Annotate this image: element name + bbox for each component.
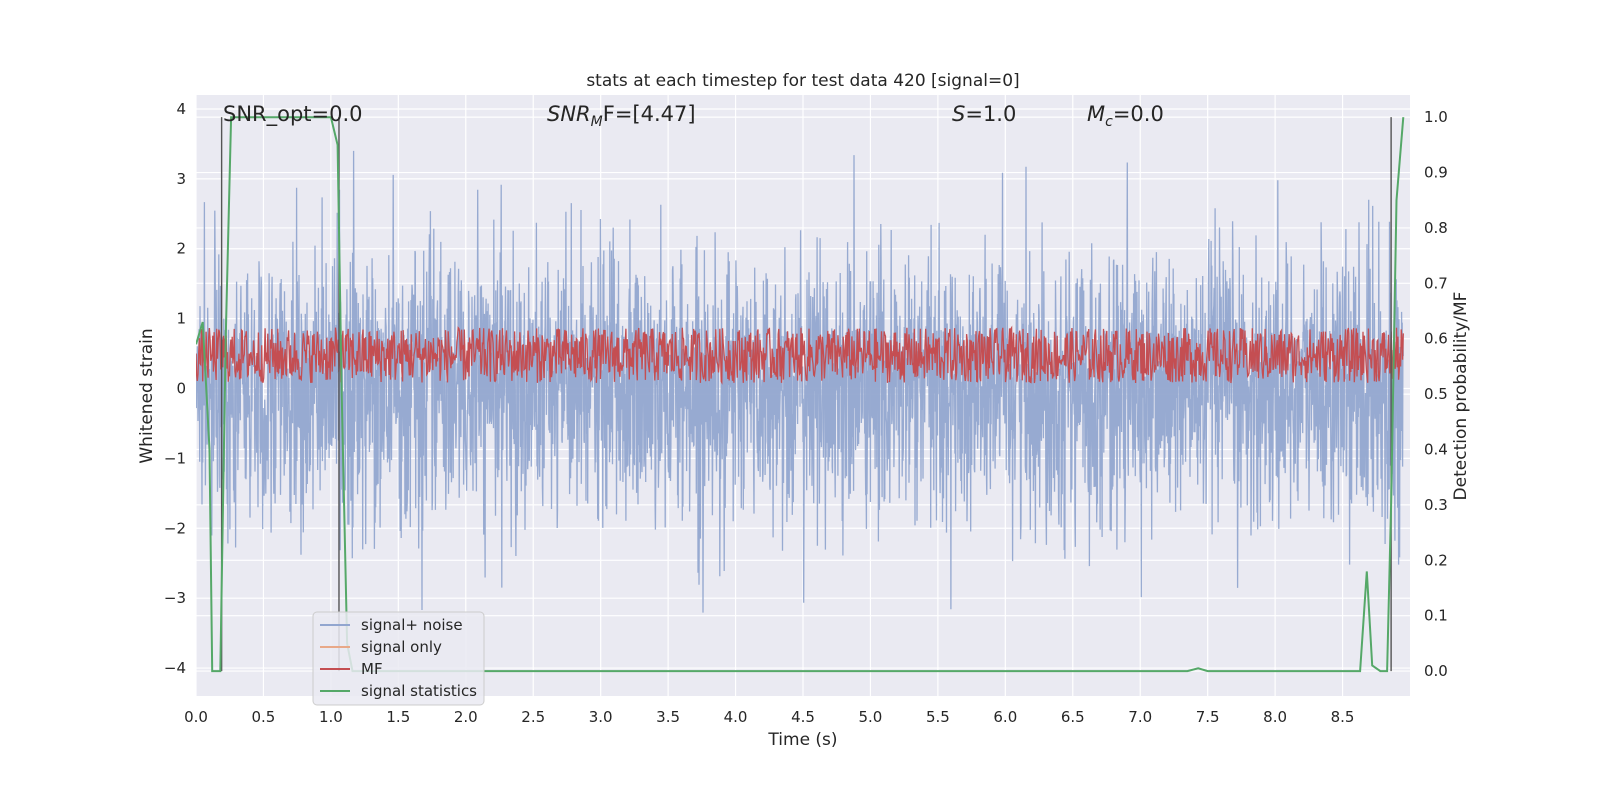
series-mf (196, 325, 1404, 385)
x-tick-label: 6.0 (993, 708, 1017, 726)
legend-box (312, 611, 485, 706)
y2-tick-label: 1.0 (1424, 108, 1448, 126)
chart-title: stats at each timestep for test data 420… (586, 71, 1019, 91)
y2-tick-label: 0.0 (1424, 662, 1448, 680)
y2-tick-labels: 0.0 0.1 0.2 0.3 0.4 0.5 0.6 0.7 0.8 0.9 1.0 (1424, 108, 1448, 680)
x-tick-label: 2.5 (521, 708, 545, 726)
y-tick-labels: −4 −3 −2 −1 0 1 2 3 4 (164, 100, 186, 677)
x-tick-label: 8.0 (1263, 708, 1287, 726)
y-axis-label: Whitened strain (137, 328, 157, 463)
x-tick-label: 7.5 (1196, 708, 1220, 726)
y2-tick-label: 0.8 (1424, 219, 1448, 237)
y-tick-label: −4 (164, 659, 186, 677)
x-tick-label: 8.5 (1331, 708, 1355, 726)
x-tick-label: 1.5 (386, 708, 410, 726)
legend-label-signal-only: signal only (361, 638, 442, 656)
y2-tick-label: 0.5 (1424, 385, 1448, 403)
annotation-snr-opt: SNR_opt=0.0 (223, 102, 363, 127)
x-tick-label: 7.0 (1128, 708, 1152, 726)
y-tick-label: 0 (176, 380, 186, 398)
legend-label-signal-statistics: signal statistics (361, 682, 477, 700)
x-axis-label: Time (s) (767, 730, 837, 750)
x-tick-label: 2.0 (454, 708, 478, 726)
x-tick-label: 4.5 (791, 708, 815, 726)
y-tick-label: 2 (176, 240, 186, 258)
y2-tick-label: 0.3 (1424, 496, 1448, 514)
y-tick-label: −2 (164, 519, 186, 537)
y-tick-label: −3 (164, 589, 186, 607)
y2-tick-label: 0.4 (1424, 441, 1448, 459)
x-tick-label: 0.5 (252, 708, 276, 726)
x-tick-label: 5.5 (926, 708, 950, 726)
y2-tick-label: 0.6 (1424, 330, 1448, 348)
y2-tick-label: 0.1 (1424, 607, 1448, 625)
y2-tick-label: 0.7 (1424, 274, 1448, 292)
x-tick-label: 3.5 (656, 708, 680, 726)
y2-axis-label: Detection probability/MF (1451, 292, 1471, 501)
y-tick-label: 1 (176, 310, 186, 328)
x-tick-labels: 0.0 0.5 1.0 1.5 2.0 2.5 3.0 3.5 4.0 4.5 5.0 5.5 6.0 6… (184, 708, 1354, 726)
y-tick-label: 4 (176, 100, 186, 118)
x-tick-label: 1.0 (319, 708, 343, 726)
x-tick-label: 4.0 (724, 708, 748, 726)
series-signal-noise (196, 150, 1404, 613)
y2-tick-label: 0.2 (1424, 551, 1448, 569)
annotation-mc: Mc=0.0 (1087, 102, 1164, 130)
x-tick-label: 5.0 (859, 708, 883, 726)
legend-label-signal-noise: signal+ noise (361, 616, 463, 634)
annotation-s: S=1.0 (952, 102, 1016, 126)
annotation-snr-mf: SNRMF=[4.47] (547, 102, 696, 130)
x-tick-label: 3.0 (589, 708, 613, 726)
legend: signal+ noise signal only MF signal stat… (312, 611, 485, 706)
x-tick-label: 0.0 (184, 708, 208, 726)
x-tick-label: 6.5 (1061, 708, 1085, 726)
y2-tick-label: 0.9 (1424, 164, 1448, 182)
y-tick-label: −1 (164, 449, 186, 467)
y-tick-label: 3 (176, 170, 186, 188)
legend-label-mf: MF (361, 660, 383, 678)
